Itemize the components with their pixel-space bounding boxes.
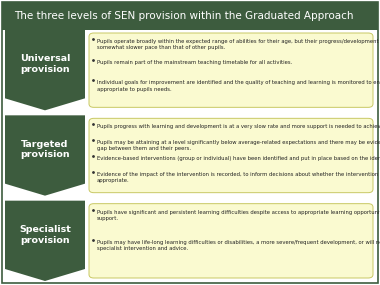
- Text: Individual goals for improvement are identified and the quality of teaching and : Individual goals for improvement are ide…: [97, 80, 380, 92]
- Text: Pupils remain part of the mainstream teaching timetable for all activities.: Pupils remain part of the mainstream tea…: [97, 60, 292, 65]
- Polygon shape: [5, 30, 85, 110]
- Text: Pupils progress with learning and development is at a very slow rate and more su: Pupils progress with learning and develo…: [97, 124, 380, 129]
- Text: Targeted
provision: Targeted provision: [20, 140, 70, 159]
- FancyBboxPatch shape: [89, 118, 373, 193]
- Text: Specialist
provision: Specialist provision: [19, 225, 71, 245]
- Polygon shape: [5, 115, 85, 196]
- FancyBboxPatch shape: [2, 2, 378, 30]
- FancyBboxPatch shape: [89, 204, 373, 278]
- FancyBboxPatch shape: [2, 2, 378, 283]
- Text: Universal
provision: Universal provision: [20, 54, 70, 74]
- Text: Evidence-based interventions (group or individual) have been identified and put : Evidence-based interventions (group or i…: [97, 156, 380, 161]
- Text: The three levels of SEN provision within the Graduated Approach: The three levels of SEN provision within…: [14, 11, 353, 21]
- Text: Pupils may have life-long learning difficulties or disabilities, a more severe/f: Pupils may have life-long learning diffi…: [97, 240, 380, 251]
- FancyBboxPatch shape: [89, 33, 373, 107]
- Polygon shape: [5, 201, 85, 281]
- Text: Pupils may be attaining at a level significantly below average-related expectati: Pupils may be attaining at a level signi…: [97, 140, 380, 151]
- Text: Evidence of the impact of the intervention is recorded, to inform decisions abou: Evidence of the impact of the interventi…: [97, 172, 380, 183]
- Text: Pupils have significant and persistent learning difficulties despite access to a: Pupils have significant and persistent l…: [97, 210, 380, 221]
- Text: Pupils operate broadly within the expected range of abilities for their age, but: Pupils operate broadly within the expect…: [97, 39, 380, 50]
